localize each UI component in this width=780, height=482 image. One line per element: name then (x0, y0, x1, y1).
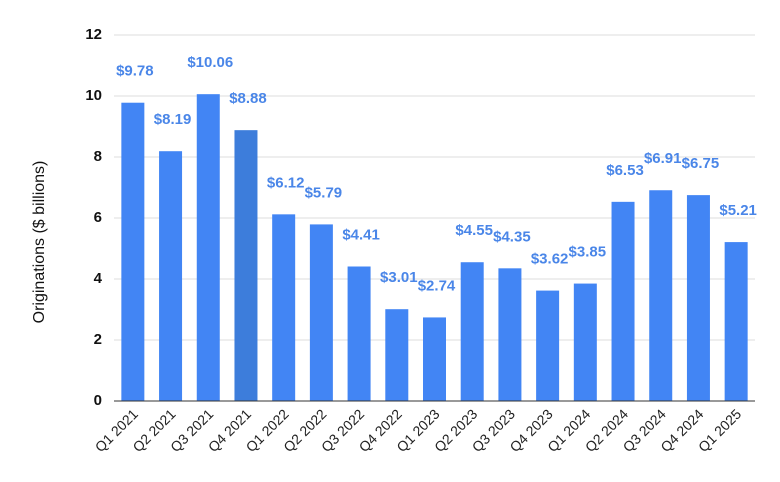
data-label: $4.35 (493, 228, 531, 245)
data-labels: $9.78 $8.19 $10.06 $8.88 $6.12$5.79 $4.41 $3.0… (116, 54, 757, 294)
y-axis-ticks: 0 2 4 6 8 10 12 (85, 26, 102, 409)
y-tick-label: 10 (85, 87, 102, 104)
data-label: $3.01 (380, 269, 418, 286)
bar (272, 214, 296, 401)
bar (724, 242, 748, 401)
data-label: $2.74 (418, 277, 456, 294)
bar (536, 290, 560, 401)
data-label: $3.62 (531, 251, 569, 268)
bar (385, 309, 409, 401)
gridlines (114, 34, 755, 341)
y-axis-label: Originations ($ billions) (31, 161, 48, 324)
data-label: $8.19 (154, 111, 192, 128)
data-label: $6.75 (682, 155, 720, 172)
data-label: $10.06 (187, 54, 233, 71)
y-tick-label: 12 (85, 26, 102, 43)
bar (196, 94, 220, 402)
data-label: $5.21 (719, 202, 757, 219)
data-label: $8.88 (229, 90, 267, 107)
y-tick-label: 8 (94, 148, 102, 165)
bar (234, 130, 258, 401)
data-label: $5.79 (305, 184, 343, 201)
bar (309, 224, 333, 401)
data-label: $4.41 (342, 226, 380, 243)
bar (573, 283, 597, 401)
bar (611, 201, 635, 401)
bar (121, 102, 145, 402)
y-tick-label: 6 (94, 209, 102, 226)
bar (460, 262, 484, 401)
bar (498, 268, 522, 401)
bar (686, 195, 710, 401)
bar (347, 266, 371, 401)
bar (159, 151, 183, 401)
data-label: $3.85 (569, 244, 607, 261)
y-tick-label: 4 (94, 270, 103, 287)
data-label: $6.53 (606, 162, 644, 179)
data-label: $9.78 (116, 63, 154, 80)
bars (121, 94, 748, 402)
data-label: $6.12 (267, 174, 305, 191)
data-label: $4.55 (455, 222, 493, 239)
bar (649, 190, 673, 401)
bar (423, 317, 446, 401)
data-label: $6.91 (644, 150, 682, 167)
y-tick-label: 0 (94, 392, 102, 409)
y-tick-label: 2 (94, 331, 102, 348)
